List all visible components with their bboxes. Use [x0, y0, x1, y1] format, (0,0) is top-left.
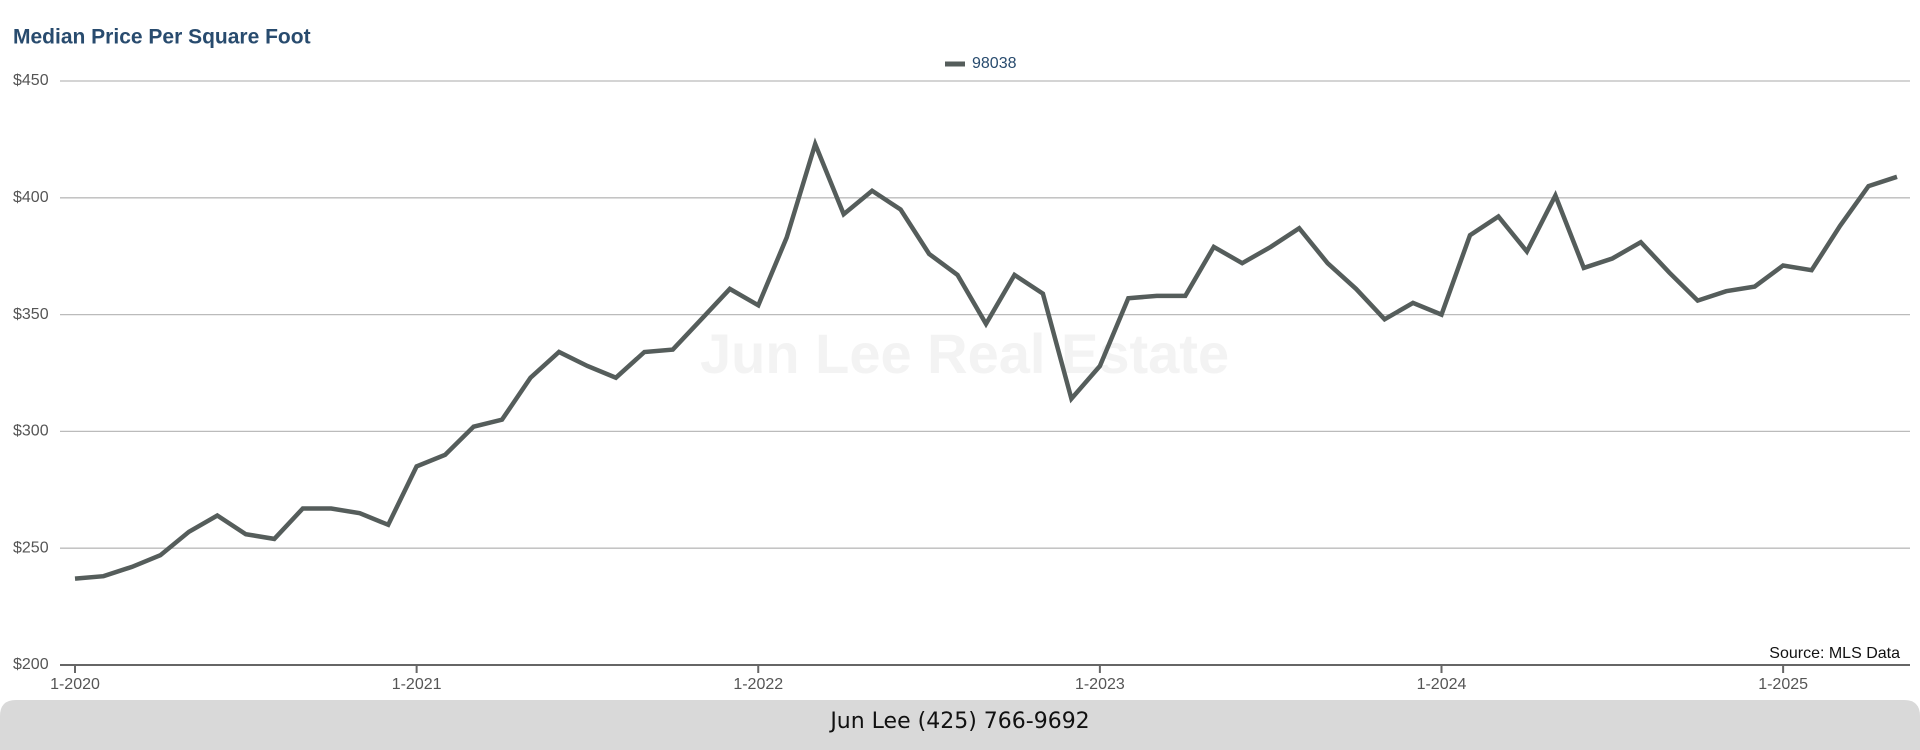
footer-bar: [0, 700, 1920, 750]
footer-text: Jun Lee (425) 766-9692: [828, 709, 1089, 734]
y-tick-label: $300: [13, 423, 49, 440]
data-line: [74, 137, 1898, 581]
chart-title: Median Price Per Square Foot: [13, 26, 311, 49]
legend-label: 98038: [972, 55, 1017, 72]
x-tick-label: 1-2024: [1417, 676, 1467, 693]
x-tick-label: 1-2020: [50, 676, 100, 693]
y-tick-label: $450: [13, 72, 49, 89]
y-tick-label: $250: [13, 539, 49, 556]
x-tick-label: 1-2022: [733, 676, 783, 693]
watermark: Jun Lee Real Estate: [700, 322, 1229, 385]
x-tick-label: 1-2025: [1758, 676, 1808, 693]
x-tick-label: 1-2023: [1075, 676, 1125, 693]
x-tick-label: 1-2021: [392, 676, 442, 693]
y-tick-label: $350: [13, 306, 49, 323]
y-tick-label: $400: [13, 189, 49, 206]
source-note: Source: MLS Data: [1769, 645, 1900, 662]
y-tick-label: $200: [13, 656, 49, 673]
